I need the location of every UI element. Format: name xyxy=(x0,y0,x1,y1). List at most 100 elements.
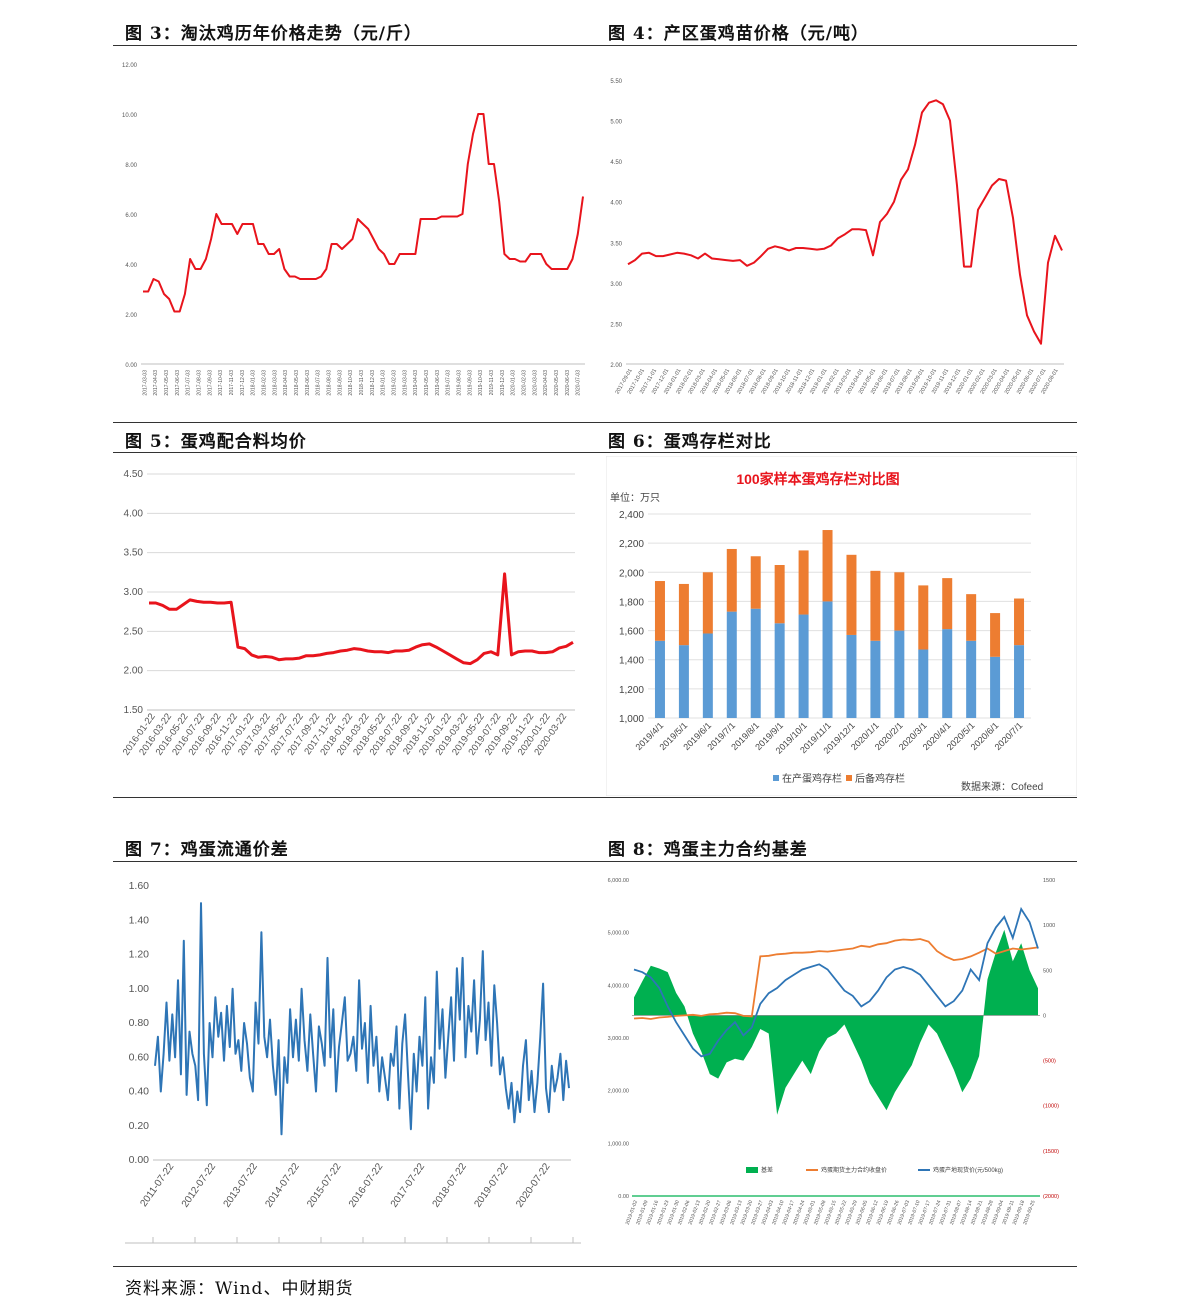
source-note: 资料来源：Wind、中财期货 xyxy=(125,1279,354,1299)
legend-futures: 鸡蛋期货主力合约收盘价 xyxy=(821,1166,887,1174)
y-tick-label: 1.50 xyxy=(124,705,144,716)
y-tick-label: 2,000 xyxy=(619,568,644,579)
legend-spot: 鸡蛋产地现货价(元/500kg) xyxy=(933,1166,1003,1174)
fig6-source: 数据来源：Cofeed xyxy=(961,780,1043,793)
y-tick-label: 1,600 xyxy=(619,627,644,638)
y-tick-label: 8.00 xyxy=(125,163,137,169)
futures-close-line xyxy=(633,938,1039,1020)
bar-in-production xyxy=(966,640,977,718)
x-tick-label: 2020-05-03 xyxy=(554,370,560,396)
y-tick-label: 0.00 xyxy=(129,1154,150,1166)
x-tick-label: 2011-07-22 xyxy=(138,1161,176,1209)
y-tick-label: 3.50 xyxy=(124,548,144,559)
y-tick-label: 3.50 xyxy=(610,241,622,247)
bar-reserve xyxy=(990,613,1001,657)
fig6-title: 图 6：蛋鸡存栏对比 xyxy=(608,432,772,452)
y-tick-label: 4.00 xyxy=(124,508,144,519)
y-tick-label: 5.00 xyxy=(610,120,622,126)
bar-in-production xyxy=(894,630,905,718)
x-tick-label: 2019-07-22 xyxy=(472,1161,511,1210)
y-tick-label: 1.00 xyxy=(129,983,150,995)
fig8-title: 图 8：鸡蛋主力合约基差 xyxy=(608,840,808,860)
y-tick-label: 6.00 xyxy=(125,213,137,219)
x-tick-label: 2020-04-03 xyxy=(543,370,549,396)
x-tick-label: 2018-11-03 xyxy=(359,370,365,395)
x-tick-label: 2015-07-22 xyxy=(305,1161,344,1210)
bar-reserve xyxy=(1014,598,1025,646)
y-tick-label: 2.00 xyxy=(610,363,622,369)
x-tick-label: 2017-07-03 xyxy=(186,370,192,396)
fig6-unit: 单位：万只 xyxy=(610,491,660,504)
fig5-title: 图 5：蛋鸡配合料均价 xyxy=(125,432,307,452)
y-left-tick-label: 0.00 xyxy=(618,1194,629,1200)
spot-price-line xyxy=(633,906,1039,1058)
x-tick-label: 2018-07-03 xyxy=(316,370,322,396)
y-tick-label: 4.00 xyxy=(125,263,137,269)
bar-in-production xyxy=(726,611,737,718)
x-tick-label: 2018-06-03 xyxy=(305,370,311,396)
bar-reserve xyxy=(654,581,665,641)
bar-reserve xyxy=(750,556,761,609)
y-tick-label: 2,200 xyxy=(619,539,644,550)
x-tick-label: 2018-03-03 xyxy=(272,370,278,396)
y-tick-label: 1.20 xyxy=(129,949,150,961)
y-right-tick-label: 1500 xyxy=(1043,878,1055,884)
x-tick-label: 2019-12-03 xyxy=(500,370,506,396)
fig7-series-line xyxy=(154,902,570,1136)
x-tick-label: 2017-10-03 xyxy=(218,370,224,396)
bar-in-production xyxy=(918,649,929,718)
x-tick-label: 2017-09-03 xyxy=(207,370,213,396)
y-tick-label: 0.80 xyxy=(129,1017,150,1029)
x-tick-label: 2017-04-03 xyxy=(153,370,159,396)
y-right-tick-label: (1000) xyxy=(1043,1104,1059,1110)
y-tick-label: 10.00 xyxy=(122,113,138,119)
x-tick-label: 2012-07-22 xyxy=(180,1161,219,1210)
bar-in-production xyxy=(846,634,857,718)
bar-in-production xyxy=(654,640,665,718)
y-tick-label: 1,400 xyxy=(619,656,644,667)
bar-reserve xyxy=(678,583,689,646)
x-tick-label: 2019-06-03 xyxy=(435,370,441,396)
fig7-chart: 0.00 0.20 0.40 0.60 0.80 1.00 1.20 1.40 1.60 2011… xyxy=(125,880,581,1244)
y-tick-label: 1,800 xyxy=(619,597,644,608)
x-tick-label: 2018-02-03 xyxy=(262,370,268,396)
fig4-title: 图 4：产区蛋鸡苗价格（元/吨） xyxy=(608,24,869,44)
bar-reserve xyxy=(966,594,977,641)
legend-swatch-basis xyxy=(746,1167,758,1173)
bar-in-production xyxy=(798,614,809,718)
y-tick-label: 1,000 xyxy=(619,714,644,725)
bar-reserve xyxy=(798,550,809,615)
x-tick-label: 2020-06-03 xyxy=(565,370,571,396)
bar-in-production xyxy=(1014,645,1025,718)
x-tick-label: 2019-08-03 xyxy=(456,370,462,396)
bar-in-production xyxy=(822,601,833,718)
y-right-tick-label: (1500) xyxy=(1043,1149,1059,1155)
x-tick-label: 2020-02-03 xyxy=(521,370,527,396)
x-tick-label: 2017-11-03 xyxy=(229,370,235,395)
y-tick-label: 0.00 xyxy=(125,363,137,369)
x-tick-label: 2020-07-22 xyxy=(514,1161,553,1210)
x-tick-label: 2019-02-03 xyxy=(391,370,397,396)
x-tick-label: 2019-03-03 xyxy=(402,370,408,396)
y-tick-label: 0.40 xyxy=(129,1086,150,1098)
y-tick-label: 2,400 xyxy=(619,510,644,521)
y-tick-label: 2.00 xyxy=(124,666,144,677)
y-tick-label: 4.50 xyxy=(124,469,144,480)
divider-top xyxy=(113,45,1077,46)
x-tick-label: 2018-05-03 xyxy=(294,370,300,396)
y-tick-label: 3.00 xyxy=(610,282,622,288)
x-tick-label: 2013-07-22 xyxy=(222,1161,261,1210)
legend-reserve: 后备鸡存栏 xyxy=(855,772,905,785)
legend-in-production: 在产蛋鸡存栏 xyxy=(782,772,842,785)
x-tick-label: 2017-08-03 xyxy=(197,370,203,396)
y-tick-label: 2.00 xyxy=(125,313,137,319)
bar-reserve xyxy=(822,530,833,602)
fig3-chart: 0.00 2.00 4.00 6.00 8.00 10.00 12.00 2017-03-03… xyxy=(122,63,585,396)
divider-mid1 xyxy=(113,422,1077,423)
x-tick-label: 2018-01-03 xyxy=(251,370,257,396)
y-left-tick-label: 5,000.00 xyxy=(608,931,629,937)
y-tick-label: 12.00 xyxy=(122,63,138,69)
y-tick-label: 4.00 xyxy=(610,201,622,207)
divider-mid2 xyxy=(113,452,1077,453)
